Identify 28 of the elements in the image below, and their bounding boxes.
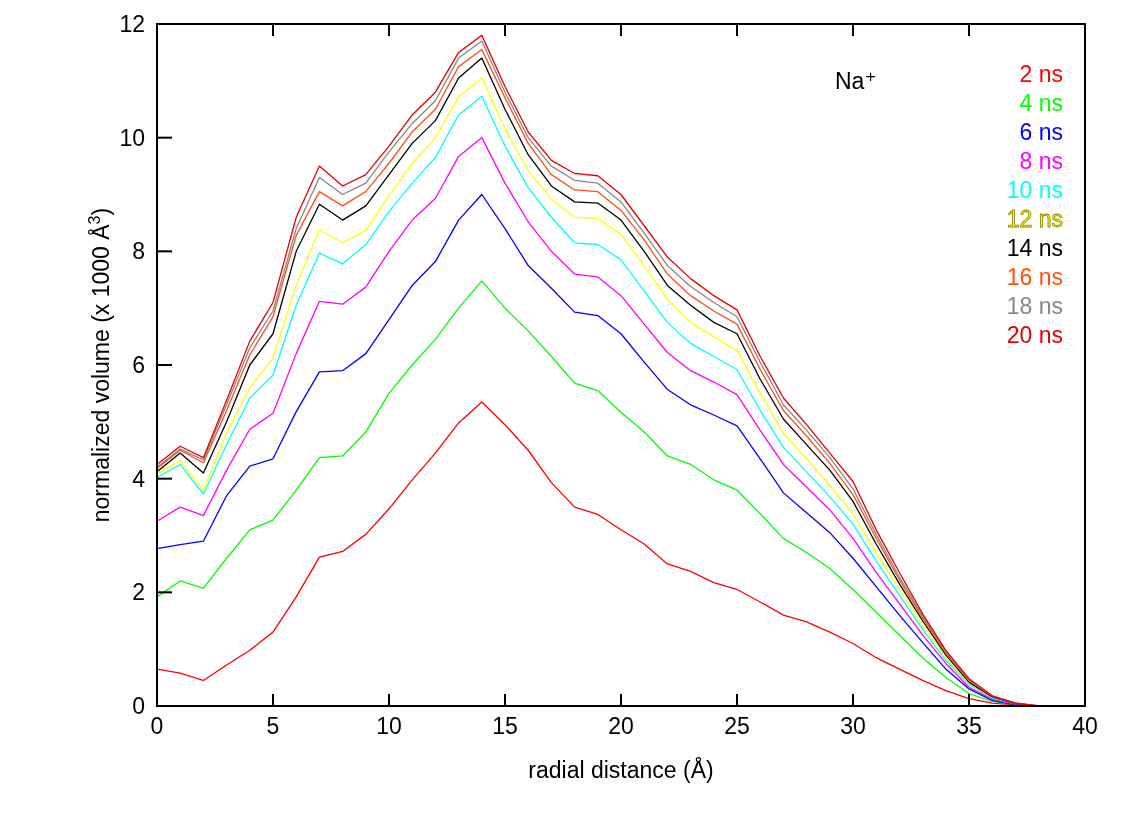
x-tick-label: 25 [724,713,750,739]
x-axis-title: radial distance (Å) [528,756,714,783]
text: 6 ns [1019,119,1063,145]
y-tick-label: 12 [119,11,145,37]
text: 18 ns [1006,293,1063,319]
y-tick-label: 6 [132,352,145,378]
y-tick-label: 2 [132,579,145,606]
text: 16 ns [1006,264,1063,290]
x-tick-label: 0 [150,713,164,739]
text: 8 ns [1019,148,1063,174]
text: 2 ns [1019,61,1063,87]
y-tick-label: 0 [132,693,145,719]
y-tick-label: 10 [119,124,145,151]
text: 10 ns [1006,177,1063,203]
x-tick-label: 5 [266,713,280,739]
x-tick-label: 20 [608,713,634,739]
x-tick-label: 10 [376,713,402,739]
y-tick-label: 4 [132,465,146,492]
text: 14 ns [1006,235,1063,261]
x-tick-label: 35 [956,713,982,739]
x-tick-label: 40 [1072,713,1098,739]
annotation: Na⁺ [835,68,877,94]
y-tick-label: 8 [132,238,145,265]
text: 4 ns [1019,90,1063,116]
text: 12 ns [1006,206,1063,232]
text: 20 ns [1006,322,1063,348]
x-tick-label: 30 [840,713,866,739]
x-tick-label: 15 [492,713,518,739]
